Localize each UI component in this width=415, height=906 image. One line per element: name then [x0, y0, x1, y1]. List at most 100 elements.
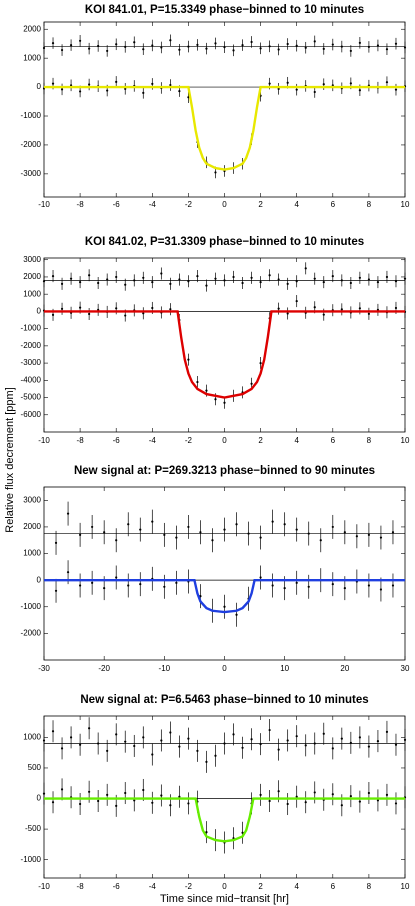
x-tick-label: 2: [258, 436, 263, 445]
data-point: [160, 272, 163, 275]
data-point: [367, 791, 370, 795]
data-point: [295, 299, 298, 303]
x-tick-label: 6: [331, 436, 336, 445]
data-point: [178, 90, 181, 93]
data-point: [340, 804, 343, 807]
data-point: [295, 735, 298, 738]
x-tick-label: 6: [331, 200, 336, 209]
data-point: [214, 398, 217, 401]
data-point: [232, 733, 235, 736]
data-point: [205, 284, 208, 287]
data-point: [250, 40, 253, 44]
data-point: [211, 539, 214, 542]
chart-title: KOI 841.01, P=15.3349 phase−binned to 10…: [85, 4, 364, 16]
data-point: [358, 736, 361, 739]
data-point: [403, 277, 407, 280]
data-point: [259, 576, 262, 579]
data-point: [214, 754, 217, 757]
data-point: [160, 794, 163, 797]
x-tick-label: 10: [401, 882, 410, 891]
y-tick-label: 3000: [23, 495, 41, 504]
data-point: [214, 171, 217, 174]
data-point: [313, 40, 316, 43]
data-point: [343, 587, 346, 590]
data-point: [160, 46, 163, 49]
x-tick-label: 30: [401, 664, 410, 673]
data-point: [66, 571, 70, 574]
data-point: [223, 605, 226, 608]
data-point: [295, 581, 298, 584]
data-point: [277, 48, 280, 51]
data-point: [394, 88, 398, 91]
data-point: [376, 739, 380, 743]
y-tick-label: 1000: [23, 733, 41, 742]
y-axis-label: Relative flux decrement [ppm]: [4, 387, 16, 533]
data-point: [304, 801, 307, 804]
data-point: [295, 88, 298, 91]
data-point: [385, 275, 389, 279]
data-point: [349, 281, 352, 285]
data-point: [79, 584, 82, 587]
x-tick-label: 0: [222, 436, 227, 445]
y-tick-label: -6000: [21, 410, 42, 419]
chart-title: KOI 841.02, P=31.3309 phase−binned to 10…: [85, 236, 364, 248]
x-tick-label: 2: [258, 200, 263, 209]
data-point: [331, 525, 334, 529]
data-point: [178, 795, 181, 798]
data-point: [277, 278, 280, 281]
data-point: [106, 89, 109, 92]
data-point: [178, 48, 181, 51]
data-point: [124, 45, 127, 48]
x-tick-label: -4: [149, 882, 157, 891]
data-point: [187, 802, 190, 805]
x-tick-label: -10: [38, 436, 50, 445]
data-point: [115, 275, 118, 279]
data-point: [124, 791, 127, 795]
data-point: [42, 792, 46, 795]
x-tick-label: -10: [159, 664, 171, 673]
x-tick-label: -4: [149, 200, 157, 209]
model-curve: [44, 578, 405, 614]
data-point: [69, 277, 73, 280]
data-point: [139, 583, 142, 586]
data-point: [313, 277, 316, 280]
data-point: [379, 588, 383, 591]
data-point: [391, 584, 395, 587]
data-point: [331, 793, 334, 796]
data-point: [51, 730, 55, 733]
data-point: [340, 308, 343, 311]
x-tick-label: -8: [77, 882, 85, 891]
x-tick-label: -10: [38, 200, 50, 209]
data-point: [286, 81, 289, 84]
data-point: [175, 536, 178, 539]
data-point: [97, 742, 100, 745]
data-point: [133, 799, 136, 802]
y-tick-label: -1000: [21, 855, 42, 864]
data-point: [169, 282, 172, 285]
data-point: [88, 47, 91, 50]
model-curve: [44, 85, 405, 171]
x-tick-label: 0: [222, 882, 227, 891]
data-point: [106, 49, 109, 53]
data-point: [358, 276, 361, 279]
data-point: [205, 831, 208, 834]
data-point: [376, 281, 380, 284]
data-point: [178, 278, 181, 281]
data-point: [367, 584, 370, 587]
data-point: [69, 44, 73, 47]
data-point: [313, 791, 316, 794]
data-point: [358, 307, 361, 310]
data-point: [307, 585, 310, 588]
x-tick-label: -20: [98, 664, 110, 673]
data-point: [322, 732, 325, 735]
data-point: [151, 44, 154, 47]
data-point: [235, 523, 238, 526]
data-point: [304, 46, 307, 49]
data-point: [322, 83, 325, 86]
data-point: [51, 801, 55, 804]
data-point: [322, 281, 325, 284]
data-point: [349, 741, 352, 744]
data-point: [283, 587, 286, 590]
data-point: [142, 91, 145, 94]
data-point: [60, 88, 64, 91]
